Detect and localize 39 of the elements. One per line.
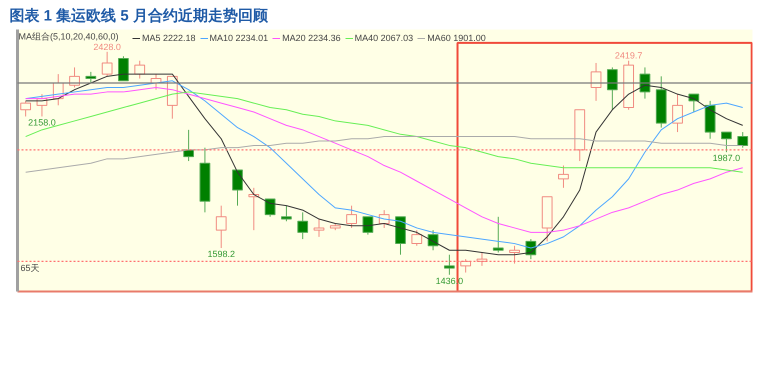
annotation: 1598.2 xyxy=(207,249,235,260)
candlestick xyxy=(362,216,374,236)
candlestick xyxy=(428,230,438,251)
candlestick xyxy=(606,66,618,110)
candlestick xyxy=(20,100,32,117)
candlestick xyxy=(737,132,748,148)
candlestick xyxy=(492,216,504,253)
candlestick xyxy=(590,62,602,102)
annotation: 2419.7 xyxy=(614,50,642,61)
candlestick xyxy=(460,258,472,274)
candlestick xyxy=(509,245,520,264)
candlestick xyxy=(721,132,732,153)
annotation: 65天 xyxy=(20,262,40,273)
candlestick xyxy=(314,218,324,238)
legend-label: MA5 2222.18 xyxy=(142,33,196,43)
legend-title: MA组合(5,10,20,40,60,0) xyxy=(18,32,119,42)
candlestick xyxy=(444,254,455,276)
legend-label: MA40 2067.03 xyxy=(354,33,414,43)
candlestick xyxy=(640,66,650,100)
candlestick xyxy=(102,51,113,77)
candlestick xyxy=(264,198,276,218)
annotation: 2428.0 xyxy=(93,42,121,52)
candlestick xyxy=(281,205,292,222)
candlestick xyxy=(85,71,96,84)
annotation: 2158.0 xyxy=(28,117,56,128)
candlestick xyxy=(118,56,129,82)
legend-label: MA60 1901.00 xyxy=(427,33,486,43)
candlestick xyxy=(558,165,569,188)
chart-title: 图表 1 集运欧线 5 月合约近期走势回顾 xyxy=(10,8,269,24)
candlestick xyxy=(232,169,243,206)
candlestick xyxy=(411,230,422,246)
legend-label: MA20 2234.36 xyxy=(282,33,341,43)
candlestick xyxy=(346,205,357,228)
candlestick xyxy=(672,94,683,133)
annotation: 1987.0 xyxy=(712,153,740,164)
legend-label: MA10 2234.01 xyxy=(210,33,268,43)
candlestick xyxy=(297,212,308,240)
candlestick xyxy=(216,205,227,249)
candlestick xyxy=(476,252,488,266)
